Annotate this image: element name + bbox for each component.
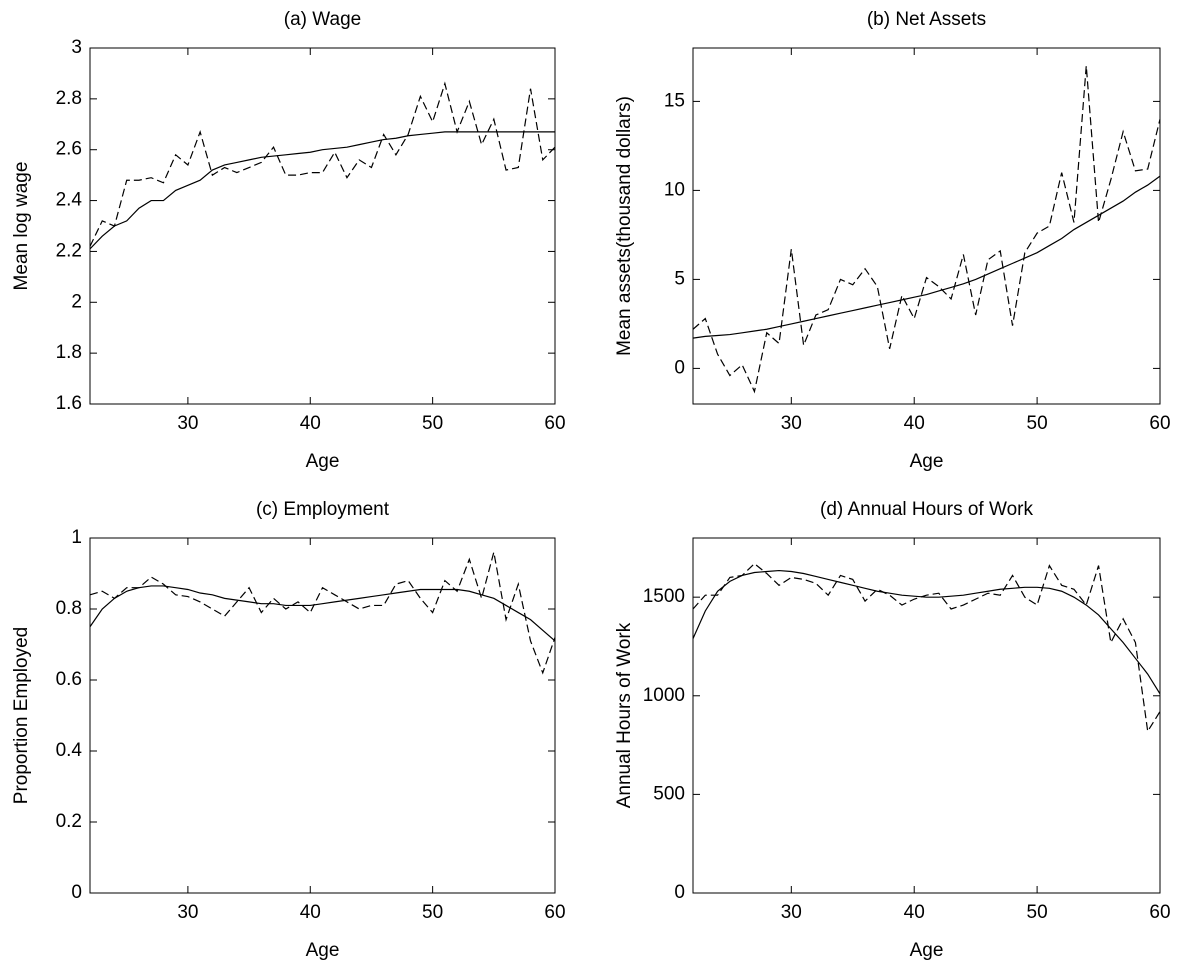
- plot-frame: [89, 537, 556, 894]
- dashed-line: [89, 552, 556, 675]
- y-tick-label: 2.2: [56, 240, 82, 261]
- x-tick-label: 50: [1027, 413, 1048, 434]
- y-tick-label: 0.8: [56, 598, 82, 619]
- solid-line: [89, 131, 555, 250]
- y-tick-label: 0: [674, 882, 685, 903]
- dashed-line: [692, 65, 1161, 394]
- subplot-title: (d) Annual Hours of Work: [820, 499, 1033, 520]
- y-tick-label: 10: [664, 179, 685, 200]
- x-tick-label: 40: [300, 902, 321, 923]
- subplot-title: (a) Wage: [284, 9, 361, 30]
- y-tick-label: 1.6: [56, 393, 82, 414]
- y-tick-label: 15: [664, 90, 685, 111]
- x-tick-label: 30: [177, 413, 198, 434]
- x-tick-label: 60: [544, 902, 565, 923]
- y-axis-label: Mean log wage: [11, 162, 32, 291]
- y-tick-label: 2.8: [56, 88, 82, 109]
- plot-frame: [89, 47, 556, 405]
- x-tick-label: 50: [1027, 902, 1048, 923]
- plot-frame: [692, 537, 1161, 894]
- solid-line: [692, 569, 1161, 695]
- y-tick-label: 2.6: [56, 139, 82, 160]
- x-tick-label: 60: [1149, 902, 1170, 923]
- x-axis-label: Age: [306, 451, 340, 472]
- x-tick-label: 60: [1149, 413, 1170, 434]
- x-tick-label: 40: [904, 413, 925, 434]
- y-tick-label: 0: [674, 357, 685, 378]
- y-tick-label: 2.4: [56, 190, 83, 211]
- x-tick-label: 50: [422, 413, 443, 434]
- y-tick-label: 1: [71, 527, 82, 548]
- x-tick-label: 40: [904, 902, 925, 923]
- y-axis-label: Annual Hours of Work: [614, 622, 635, 808]
- x-tick-label: 40: [300, 413, 321, 434]
- y-tick-label: 2: [71, 291, 82, 312]
- y-tick-label: 0.2: [56, 811, 82, 832]
- y-axis-label: Proportion Employed: [11, 627, 32, 804]
- y-tick-label: 1.8: [56, 342, 82, 363]
- y-tick-label: 5: [674, 268, 685, 289]
- solid-line: [692, 175, 1161, 339]
- solid-line: [89, 585, 556, 642]
- y-tick-label: 0.4: [56, 740, 83, 761]
- y-tick-label: 1000: [643, 685, 685, 706]
- subplot-title: (c) Employment: [256, 499, 390, 520]
- dashed-line: [692, 562, 1161, 734]
- y-tick-label: 0: [71, 882, 82, 903]
- plot-frame: [692, 47, 1161, 405]
- y-axis-label: Mean assets(thousand dollars): [614, 96, 635, 356]
- x-tick-label: 30: [781, 413, 802, 434]
- x-axis-label: Age: [910, 451, 944, 472]
- y-tick-label: 500: [653, 783, 685, 804]
- subplot-title: (b) Net Assets: [867, 9, 986, 30]
- y-tick-label: 1500: [643, 586, 685, 607]
- dashed-line: [89, 81, 556, 247]
- x-tick-label: 30: [177, 902, 198, 923]
- x-tick-label: 50: [422, 902, 443, 923]
- x-tick-label: 30: [781, 902, 802, 923]
- x-tick-label: 60: [544, 413, 565, 434]
- y-tick-label: 0.6: [56, 669, 82, 690]
- y-tick-label: 3: [71, 37, 82, 58]
- x-axis-label: Age: [306, 940, 340, 961]
- x-axis-label: Age: [910, 940, 944, 961]
